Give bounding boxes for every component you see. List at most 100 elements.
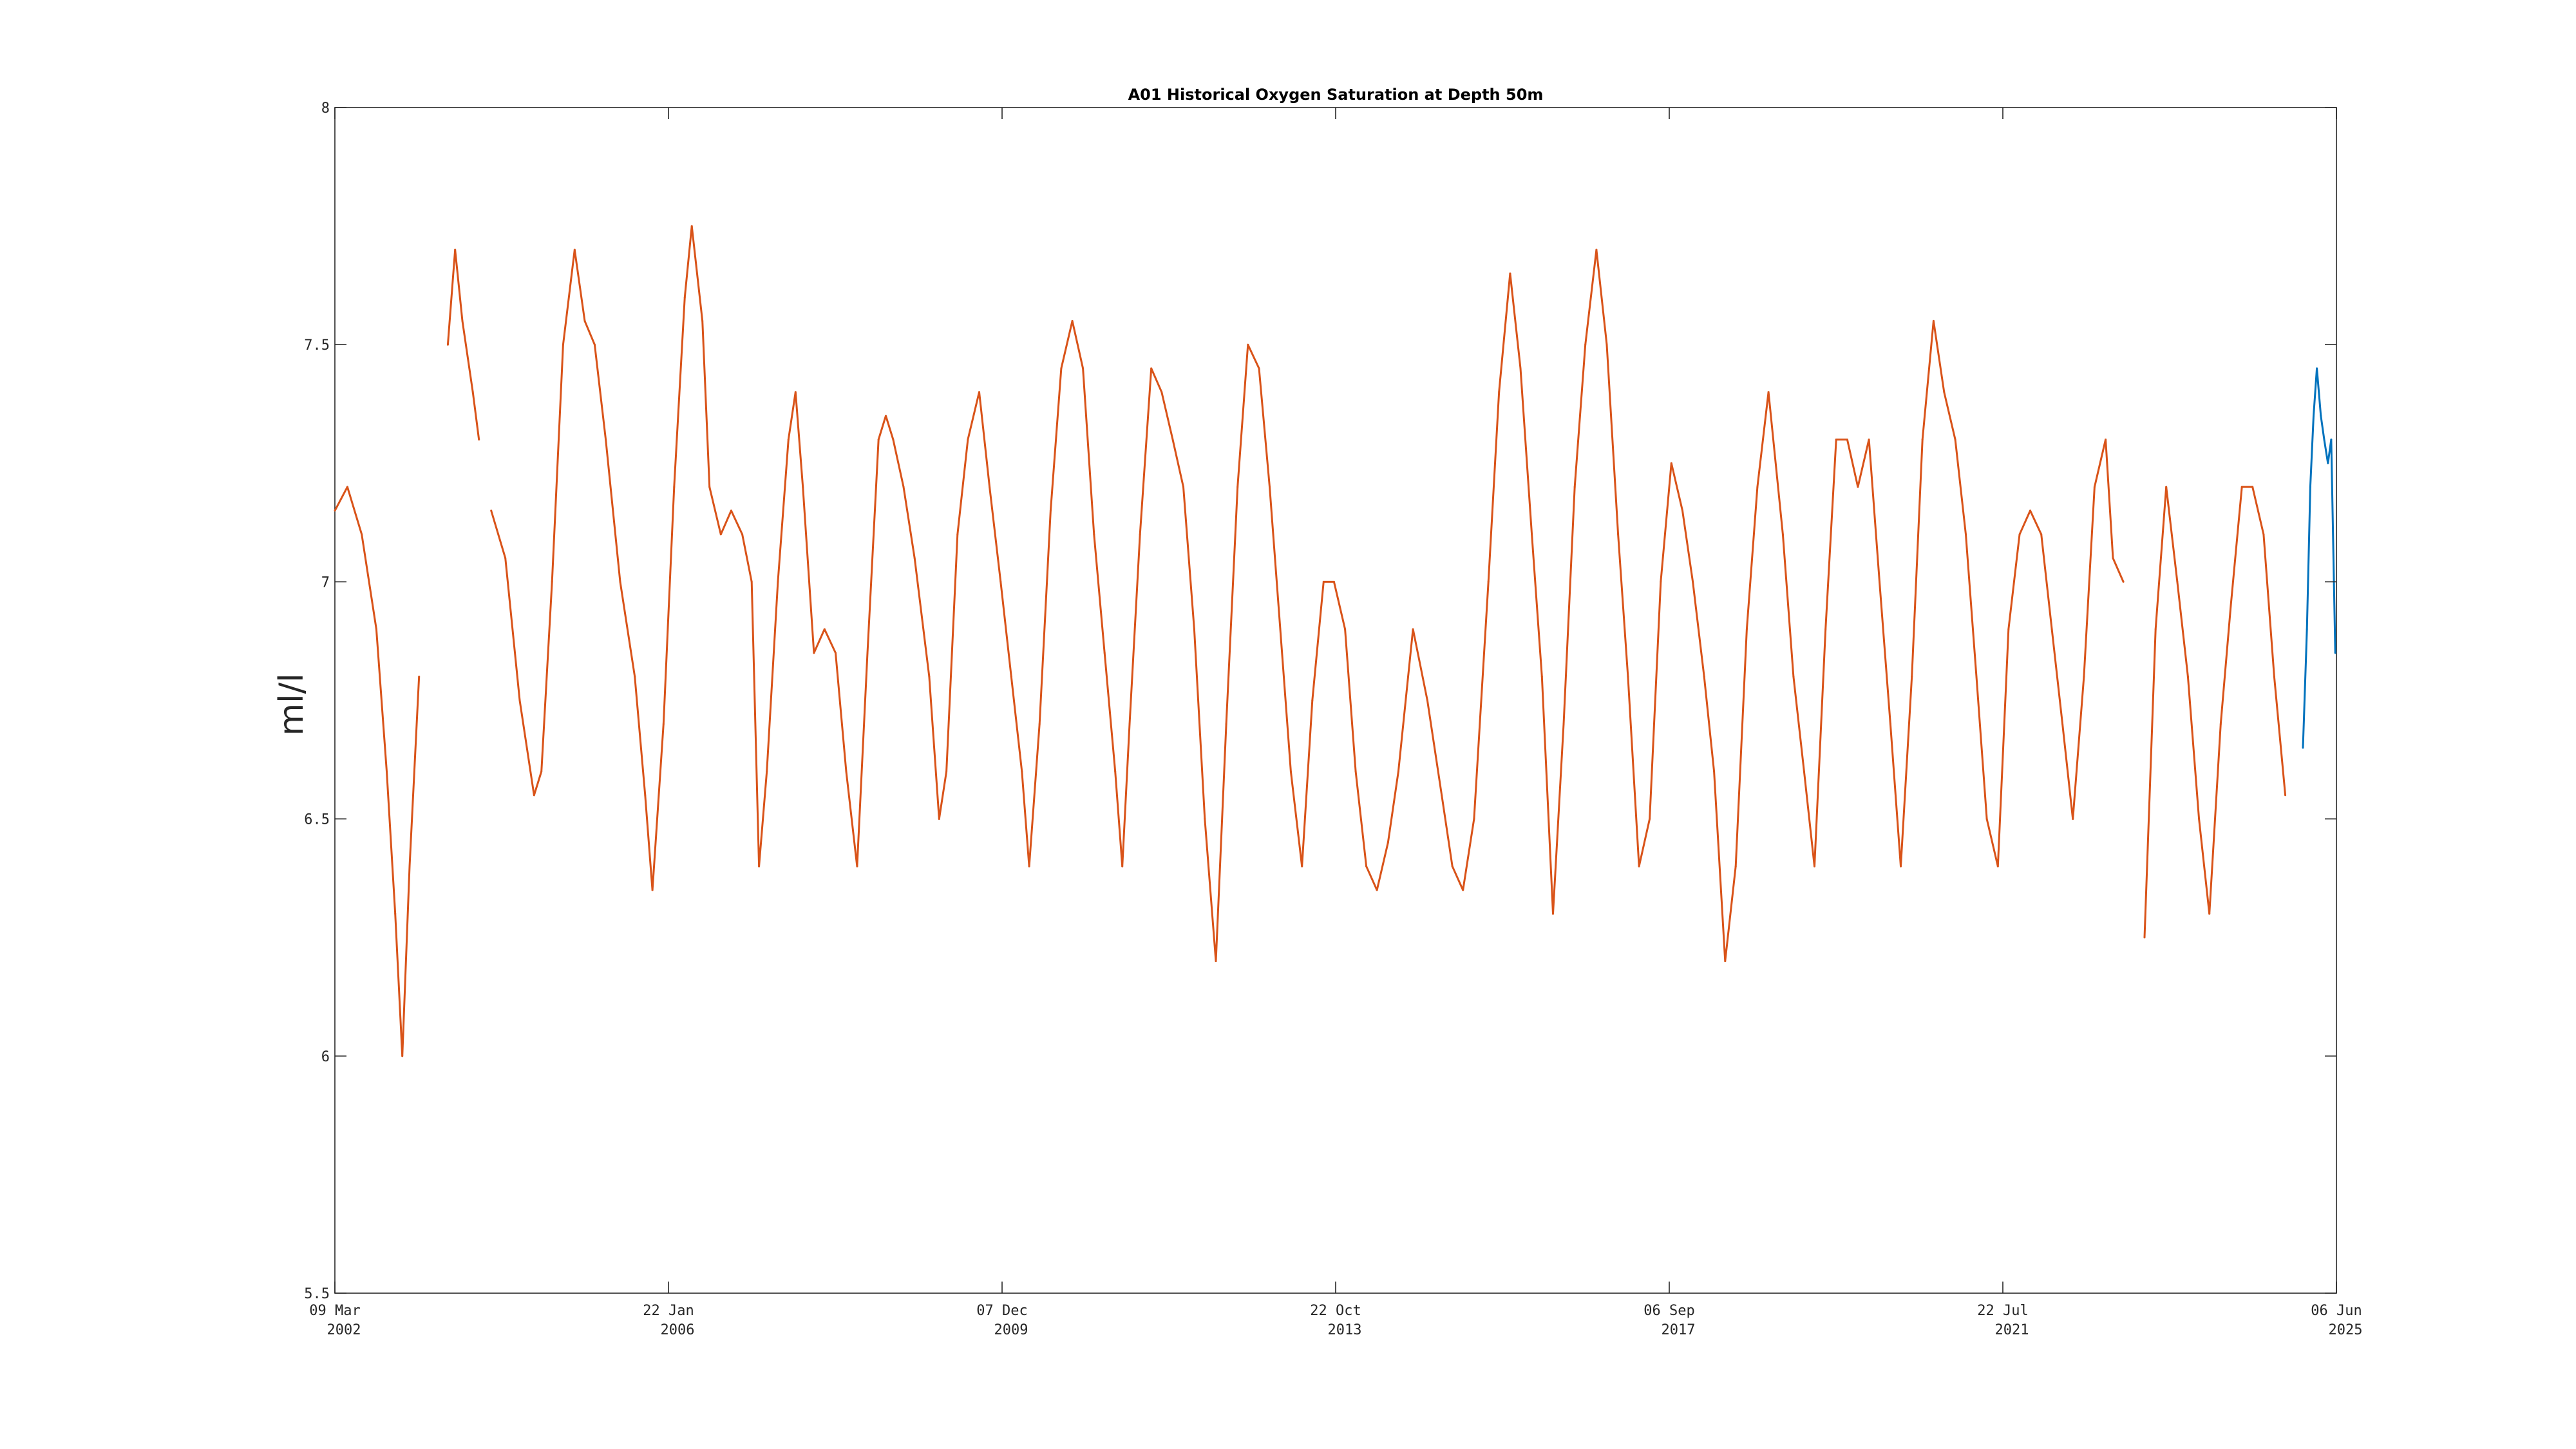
series-1-point <box>1703 676 1705 678</box>
series-1-point <box>1965 533 1967 536</box>
series-1-point <box>1985 818 1988 820</box>
plot-area-frame <box>334 107 2337 1294</box>
series-line-2 <box>2302 367 2336 748</box>
series-1-point <box>802 486 804 488</box>
series-1-point <box>583 319 586 322</box>
series-1-point <box>2072 818 2074 820</box>
series-1-point <box>2165 486 2168 488</box>
series-1-point <box>644 794 647 797</box>
series-1-point <box>2143 936 2146 939</box>
series-1-point <box>551 580 553 583</box>
series-1-point <box>518 699 521 701</box>
series-line-1 <box>334 225 2287 1057</box>
series-1-point <box>1943 391 1946 393</box>
series-1-point <box>1975 676 1978 678</box>
series-1-point <box>1681 509 1683 512</box>
series-1-point <box>1258 367 1260 370</box>
y-tick-label: 6 <box>321 1049 330 1065</box>
x-tick-label: 07 Dec <box>976 1303 1027 1319</box>
y-tick-label: 7 <box>321 574 330 591</box>
series-1-point <box>1857 486 1859 488</box>
series-1-point <box>1451 865 1454 867</box>
x-tick-label: 22 Jan <box>643 1303 694 1319</box>
series-1-point <box>1397 770 1399 773</box>
series-1-point <box>2251 486 2254 488</box>
series-1-point <box>1387 841 1389 844</box>
series-2-point <box>2302 746 2304 749</box>
series-1-point <box>2105 439 2107 440</box>
x-tick-label: 06 Jun <box>2311 1303 2362 1319</box>
series-1-point <box>1160 391 1163 393</box>
series-1-point <box>2198 818 2201 820</box>
series-1-point <box>1595 249 1598 251</box>
series-1-point <box>1781 533 1784 536</box>
series-1-point <box>1649 818 1651 820</box>
series-1-point <box>386 770 388 773</box>
series-1-point <box>1060 367 1063 370</box>
series-1-point <box>2040 533 2043 536</box>
series-1-point <box>1552 913 1554 915</box>
series-2-point <box>2309 486 2311 488</box>
series-1-point <box>719 533 722 536</box>
series-1-point <box>1093 533 1095 536</box>
series-1-point <box>1139 533 1141 536</box>
series-1-point <box>1900 865 1902 867</box>
series-1-point <box>1846 439 1848 440</box>
series-1-point <box>1269 486 1271 488</box>
series-1-point <box>787 439 790 440</box>
series-1-point <box>1617 533 1620 536</box>
series-2-point <box>2313 415 2315 417</box>
series-1-point <box>823 628 826 630</box>
x-tick-year-label: 2002 <box>327 1322 361 1338</box>
series-1-point <box>1519 367 1522 370</box>
series-1-point <box>1868 439 1870 440</box>
series-1-point <box>1049 509 1052 512</box>
series-1-point <box>730 509 732 512</box>
series-1-point <box>1670 462 1672 464</box>
series-1-point <box>2176 580 2179 583</box>
series-1-point <box>471 391 474 393</box>
series-1-point <box>1584 343 1587 346</box>
series-1-point <box>1332 580 1335 583</box>
series-1-point <box>540 770 543 773</box>
series-1-point <box>1376 889 1378 891</box>
series-layer <box>334 225 2336 1057</box>
series-1-point <box>2061 723 2064 725</box>
series-1-point <box>346 486 348 488</box>
series-1-point <box>1835 439 1837 440</box>
series-1-point <box>651 889 654 891</box>
series-1-point <box>361 533 363 536</box>
series-1-point <box>2284 794 2287 797</box>
series-1-point <box>1954 439 1956 440</box>
series-1-point <box>1365 865 1368 867</box>
x-tick-year-label: 2013 <box>1328 1322 1362 1338</box>
series-2-point <box>2323 439 2325 440</box>
series-1-point <box>1301 865 1303 867</box>
series-1-point <box>2262 533 2265 536</box>
series-1-point <box>938 818 940 820</box>
series-1-point <box>1038 723 1041 725</box>
series-1-point <box>1322 580 1325 583</box>
series-1-point <box>1247 343 1249 346</box>
series-1-point <box>2029 509 2031 512</box>
series-1-point <box>856 865 858 867</box>
y-tick-label: 8 <box>321 100 330 117</box>
series-1-point <box>1745 628 1748 630</box>
series-1-point <box>683 296 686 299</box>
series-1-point <box>1021 770 1023 773</box>
series-2-point <box>2320 415 2322 417</box>
x-tick-year-label: 2006 <box>661 1322 695 1338</box>
series-1-point <box>593 343 596 346</box>
series-1-point <box>1531 533 1533 536</box>
series-1-point <box>902 486 905 488</box>
series-1-point <box>446 343 449 346</box>
series-1-point <box>1412 628 1414 630</box>
series-1-point <box>1562 723 1565 725</box>
series-1-point <box>1509 272 1511 275</box>
x-tick-year-label: 2017 <box>1662 1322 1696 1338</box>
series-1-point <box>605 439 607 440</box>
series-1-point <box>866 652 869 654</box>
series-1-point <box>1996 865 1999 867</box>
series-1-point <box>913 557 916 560</box>
series-1-point <box>999 580 1002 583</box>
